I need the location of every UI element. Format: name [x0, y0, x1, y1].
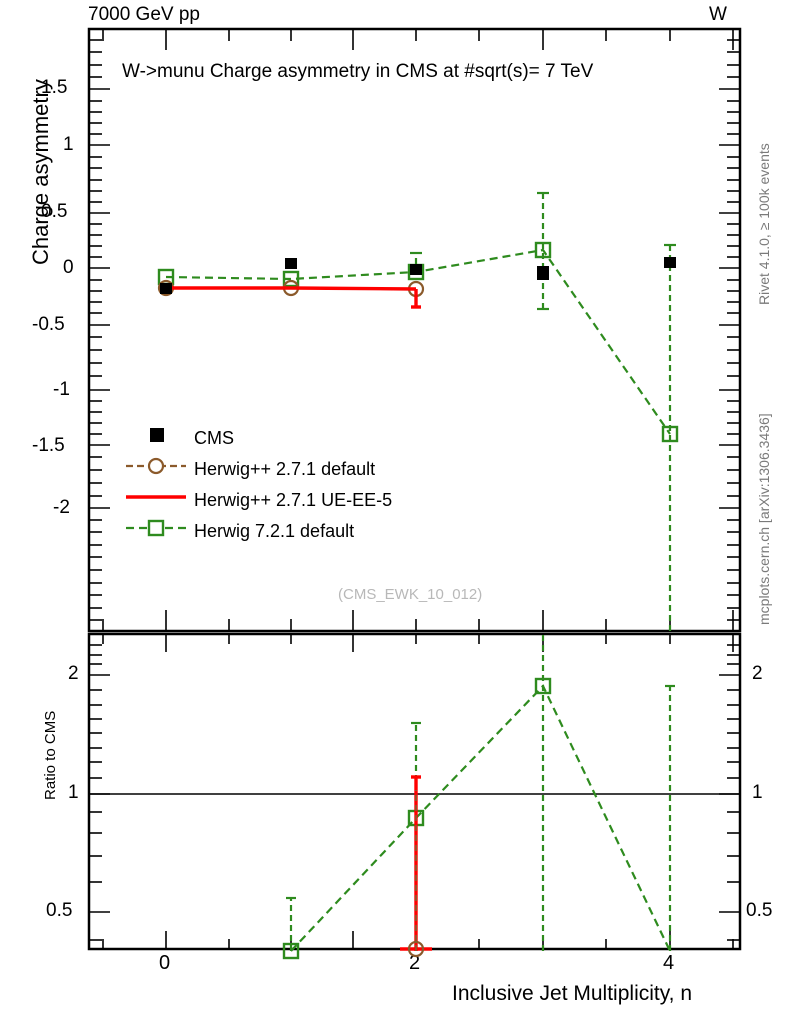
legend-marker-cms	[150, 428, 164, 442]
ratio-ytick-label-right: 2	[752, 663, 763, 684]
series-herwigpp-ueee5-ratio	[400, 775, 432, 951]
data-point-marker	[407, 940, 425, 958]
xtick-label: 0	[159, 952, 171, 974]
data-point-marker	[534, 241, 552, 259]
series-herwigpp-default-ratio	[407, 790, 425, 958]
main-ytick-label: -2	[53, 497, 70, 518]
ratio-ytick-label: 1	[68, 782, 79, 803]
header-right-label: W	[709, 4, 727, 25]
header-left-label: 7000 GeV pp	[88, 4, 200, 25]
series-herwig7-ratio	[282, 634, 675, 960]
main-ytick-label: 0	[63, 257, 74, 278]
x-axis-label: Inclusive Jet Multiplicity, n	[452, 982, 693, 1005]
data-point-marker	[664, 257, 676, 268]
data-point-marker	[534, 677, 552, 695]
main-panel-right-ticks	[719, 39, 740, 621]
data-point-marker	[282, 270, 300, 288]
data-point-marker	[160, 283, 172, 294]
xtick-label: 2	[409, 952, 421, 974]
data-point-marker	[285, 258, 297, 269]
main-ytick-label: -1.5	[32, 435, 65, 456]
ratio-ytick-label-right: 1	[752, 782, 763, 803]
main-panel-frame	[87, 27, 742, 633]
legend-label-herwigpp-ueee5: Herwig++ 2.7.1 UE-EE-5	[194, 490, 393, 510]
main-ytick-label: 0.5	[41, 201, 68, 222]
series-herwig7-main	[157, 191, 679, 631]
ratio-panel-bottom-ticks	[102, 931, 734, 949]
series-herwigpp-ueee5-main	[166, 286, 421, 309]
data-point-marker	[410, 264, 422, 275]
main-ytick-label: -1	[53, 379, 70, 400]
main-panel-bottom-ticks	[102, 610, 734, 631]
ratio-panel-right-ticks	[719, 644, 740, 941]
legend-glyphs	[126, 428, 186, 537]
data-point-marker	[661, 425, 679, 443]
ratio-ytick-label: 2	[68, 663, 79, 684]
main-panel-left-ticks	[89, 39, 110, 621]
legend-marker-herwig7-default	[126, 519, 186, 537]
ratio-ytick-label: 0.5	[46, 900, 73, 921]
main-ytick-label: 1.5	[41, 77, 68, 98]
plot-title: W->munu Charge asymmetry in CMS at #sqrt…	[122, 61, 594, 82]
main-ytick-label: -0.5	[32, 314, 65, 335]
series-cms-main	[160, 257, 676, 294]
xtick-label: 4	[663, 952, 675, 974]
data-point-marker	[537, 266, 549, 280]
ratio-ytick-label-right: 0.5	[746, 900, 773, 921]
main-ytick-label: 1	[63, 134, 74, 155]
legend-marker-herwigpp-default	[126, 457, 186, 475]
analysis-id-watermark: (CMS_EWK_10_012)	[338, 586, 483, 603]
ratio-panel-top-ticks	[102, 634, 734, 652]
legend-label-cms: CMS	[194, 428, 234, 448]
main-panel-top-ticks	[102, 29, 734, 50]
ratio-panel-left-ticks	[89, 644, 110, 941]
data-point-marker	[282, 942, 300, 960]
legend-label-herwig7-default: Herwig 7.2.1 default	[194, 521, 355, 541]
legend-label-herwigpp-default: Herwig++ 2.7.1 default	[194, 459, 376, 479]
